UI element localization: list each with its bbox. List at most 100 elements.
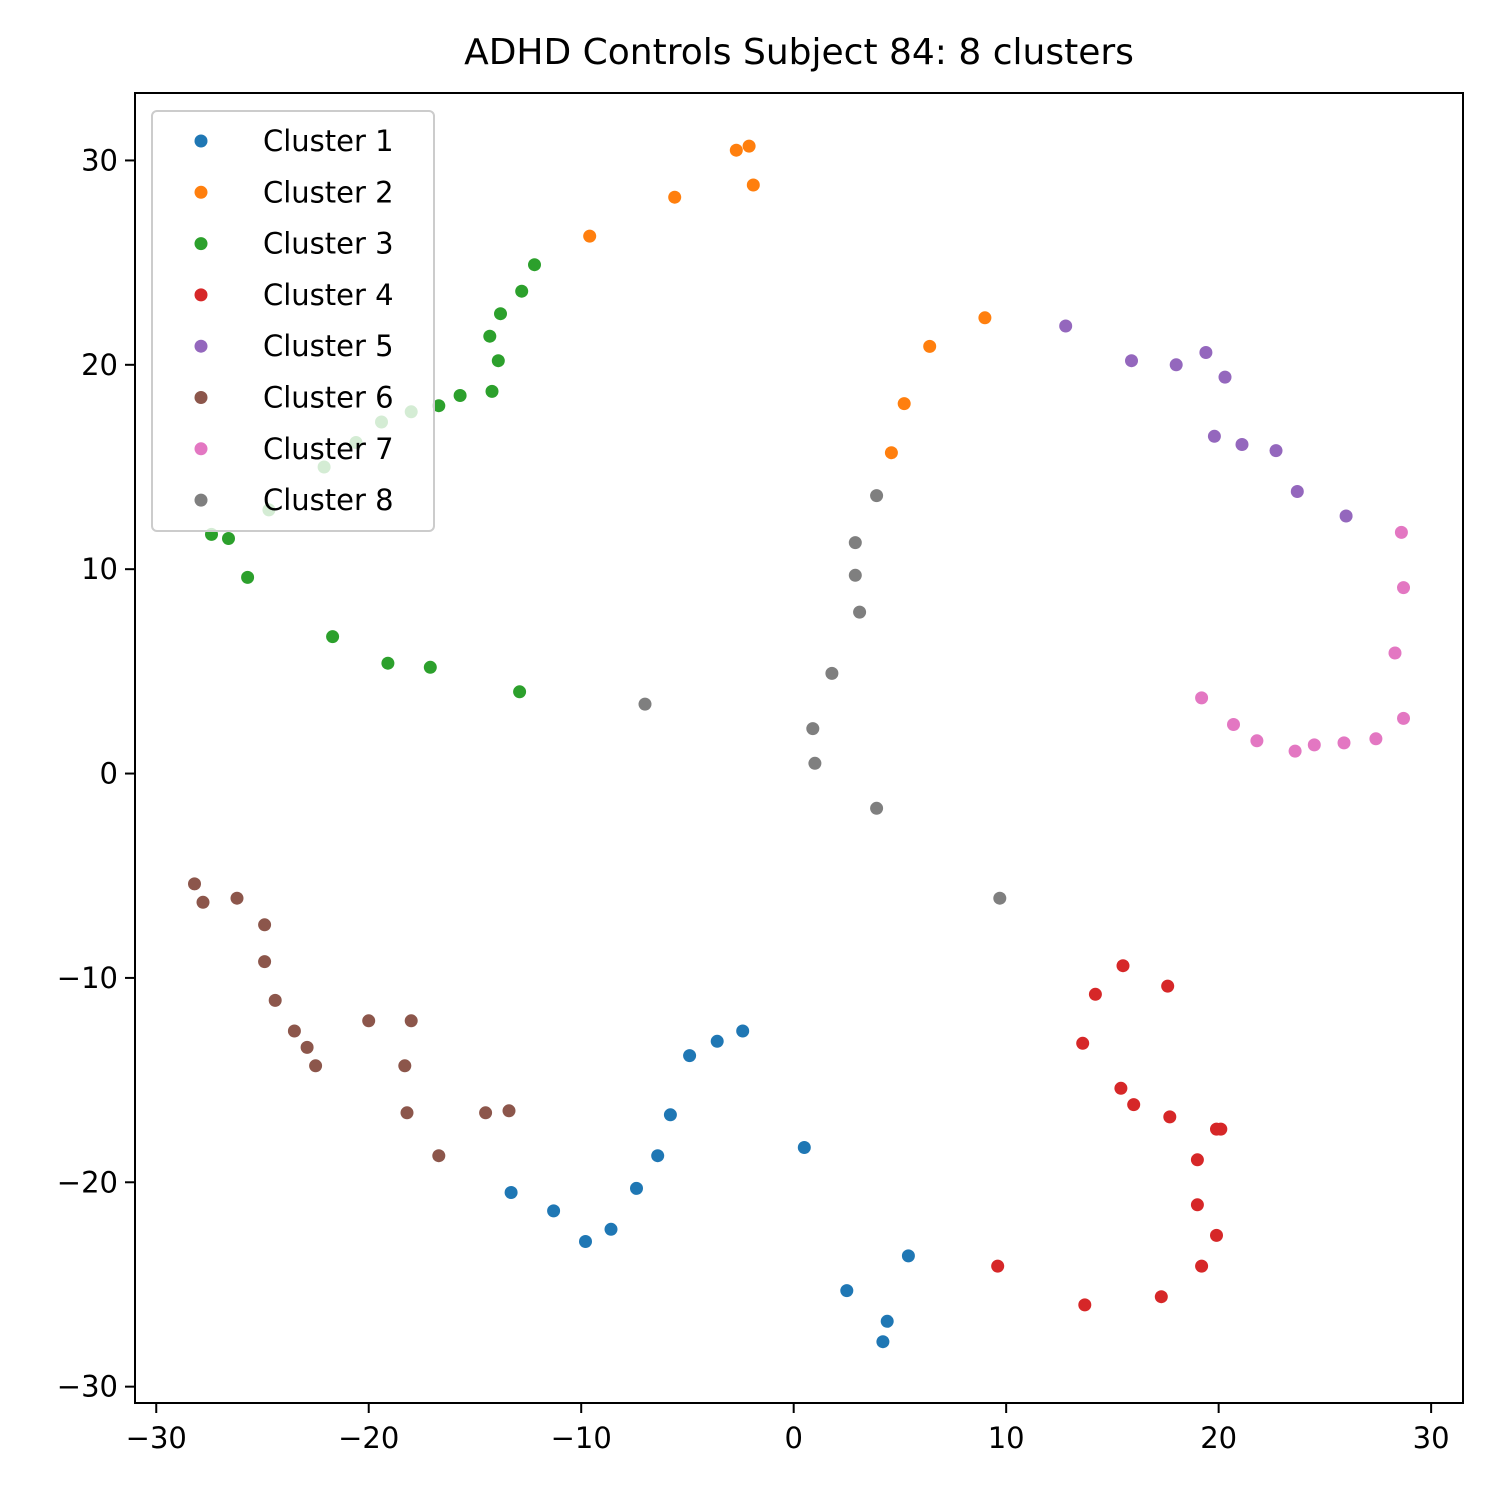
data-point-cluster-7	[1397, 711, 1410, 725]
data-point-cluster-5	[1235, 438, 1249, 451]
legend-marker-cluster-4	[194, 288, 208, 302]
data-point-cluster-1	[604, 1222, 618, 1236]
chart-title: ADHD Controls Subject 84: 8 clusters	[464, 32, 1134, 73]
x-axis: −30 −20 −10 0 10 20 30	[126, 1403, 1450, 1455]
data-point-cluster-7	[1195, 691, 1209, 705]
data-point-cluster-4	[1195, 1259, 1209, 1273]
legend-marker-cluster-7	[194, 442, 208, 456]
x-tick-label: −30	[126, 1421, 187, 1455]
data-point-cluster-6	[300, 1040, 314, 1054]
data-point-cluster-1	[663, 1108, 677, 1122]
y-tick-label: −30	[57, 1370, 118, 1404]
axes-frame	[134, 92, 1464, 1404]
y-tick-label: 30	[81, 143, 118, 177]
legend: Cluster 1 Cluster 2 Cluster 3 Cluster 4 Clus…	[151, 110, 435, 532]
data-point-cluster-8	[870, 801, 884, 815]
data-point-cluster-6	[230, 891, 244, 905]
data-point-cluster-1	[504, 1186, 518, 1199]
data-point-cluster-4	[1163, 1110, 1177, 1124]
y-tick-label: −10	[57, 961, 118, 995]
legend-label-cluster-4: Cluster 4	[263, 278, 394, 312]
data-point-cluster-1	[710, 1034, 724, 1048]
data-point-cluster-6	[398, 1059, 412, 1073]
data-point-cluster-8	[638, 697, 652, 711]
data-point-cluster-2	[668, 190, 682, 204]
x-tick-label: 10	[988, 1421, 1025, 1455]
data-point-cluster-2	[746, 178, 760, 192]
data-point-cluster-1	[840, 1284, 854, 1298]
legend-marker-cluster-5	[194, 339, 208, 353]
data-point-cluster-5	[1199, 346, 1213, 359]
data-point-cluster-6	[188, 877, 201, 891]
data-point-cluster-7	[1227, 718, 1240, 731]
data-point-cluster-7	[1397, 581, 1410, 595]
data-point-cluster-7	[1307, 738, 1321, 752]
data-point-cluster-1	[797, 1141, 811, 1154]
data-point-cluster-7	[1337, 736, 1351, 750]
data-point-cluster-4	[1210, 1228, 1223, 1242]
data-point-cluster-4	[1116, 959, 1130, 973]
data-point-cluster-4	[1190, 1198, 1204, 1212]
data-point-cluster-1	[683, 1049, 697, 1063]
y-tick-label: 10	[81, 552, 118, 586]
data-point-cluster-3	[326, 630, 340, 644]
data-point-cluster-7	[1388, 646, 1402, 660]
data-point-cluster-6	[268, 993, 282, 1007]
data-point-cluster-8	[808, 756, 822, 770]
data-point-cluster-3	[485, 384, 499, 398]
data-point-cluster-6	[400, 1106, 414, 1120]
data-point-cluster-6	[502, 1104, 516, 1118]
data-point-cluster-1	[736, 1024, 750, 1038]
data-point-cluster-3	[483, 329, 497, 343]
data-point-cluster-4	[1078, 1298, 1092, 1312]
data-point-cluster-3	[494, 307, 507, 321]
data-point-cluster-3	[432, 399, 446, 413]
data-point-cluster-6	[404, 1014, 418, 1028]
data-point-cluster-6	[258, 955, 272, 969]
data-point-cluster-7	[1369, 732, 1383, 746]
data-point-cluster-2	[583, 229, 597, 243]
data-point-cluster-1	[579, 1235, 592, 1248]
y-axis: −30 −20 −10 0 10 20 30	[57, 143, 135, 1404]
data-point-cluster-5	[1169, 358, 1183, 372]
data-point-cluster-6	[479, 1106, 493, 1120]
data-point-cluster-1	[651, 1149, 665, 1163]
data-point-cluster-7	[1288, 744, 1302, 758]
legend-label-cluster-8: Cluster 8	[263, 483, 394, 517]
data-point-cluster-5	[1339, 509, 1353, 523]
legend-marker-cluster-6	[194, 391, 208, 404]
data-point-cluster-4	[1190, 1153, 1204, 1167]
data-point-cluster-4	[1214, 1122, 1228, 1136]
data-point-cluster-8	[825, 666, 839, 680]
data-point-cluster-8	[993, 891, 1007, 905]
y-tick-label: 20	[81, 348, 118, 382]
legend-label-cluster-1: Cluster 1	[263, 124, 394, 158]
legend-marker-cluster-1	[194, 134, 208, 148]
x-tick-label: 0	[784, 1421, 802, 1455]
data-point-cluster-1	[547, 1204, 561, 1218]
legend-label-cluster-6: Cluster 6	[263, 381, 394, 415]
y-tick-label: 0	[100, 757, 118, 791]
data-point-cluster-5	[1125, 354, 1138, 368]
data-point-cluster-5	[1218, 370, 1232, 384]
data-point-cluster-1	[880, 1314, 894, 1328]
data-point-cluster-6	[432, 1149, 446, 1163]
data-point-cluster-3	[528, 258, 541, 272]
x-tick-label: −10	[551, 1421, 612, 1455]
data-point-cluster-6	[196, 895, 210, 909]
data-point-cluster-7	[1394, 525, 1408, 539]
legend-label-cluster-2: Cluster 2	[263, 175, 394, 209]
legend-marker-cluster-2	[194, 185, 208, 199]
data-point-cluster-3	[241, 570, 255, 584]
data-point-cluster-3	[453, 389, 467, 402]
data-point-cluster-1	[876, 1335, 890, 1349]
y-tick-label: −20	[57, 1165, 118, 1199]
x-tick-label: 30	[1413, 1421, 1450, 1455]
data-point-cluster-3	[515, 284, 529, 298]
data-point-cluster-2	[729, 143, 743, 157]
data-point-cluster-1	[901, 1249, 915, 1263]
data-point-cluster-2	[897, 397, 911, 411]
data-point-cluster-4	[1154, 1290, 1168, 1304]
data-point-cluster-1	[630, 1181, 643, 1195]
